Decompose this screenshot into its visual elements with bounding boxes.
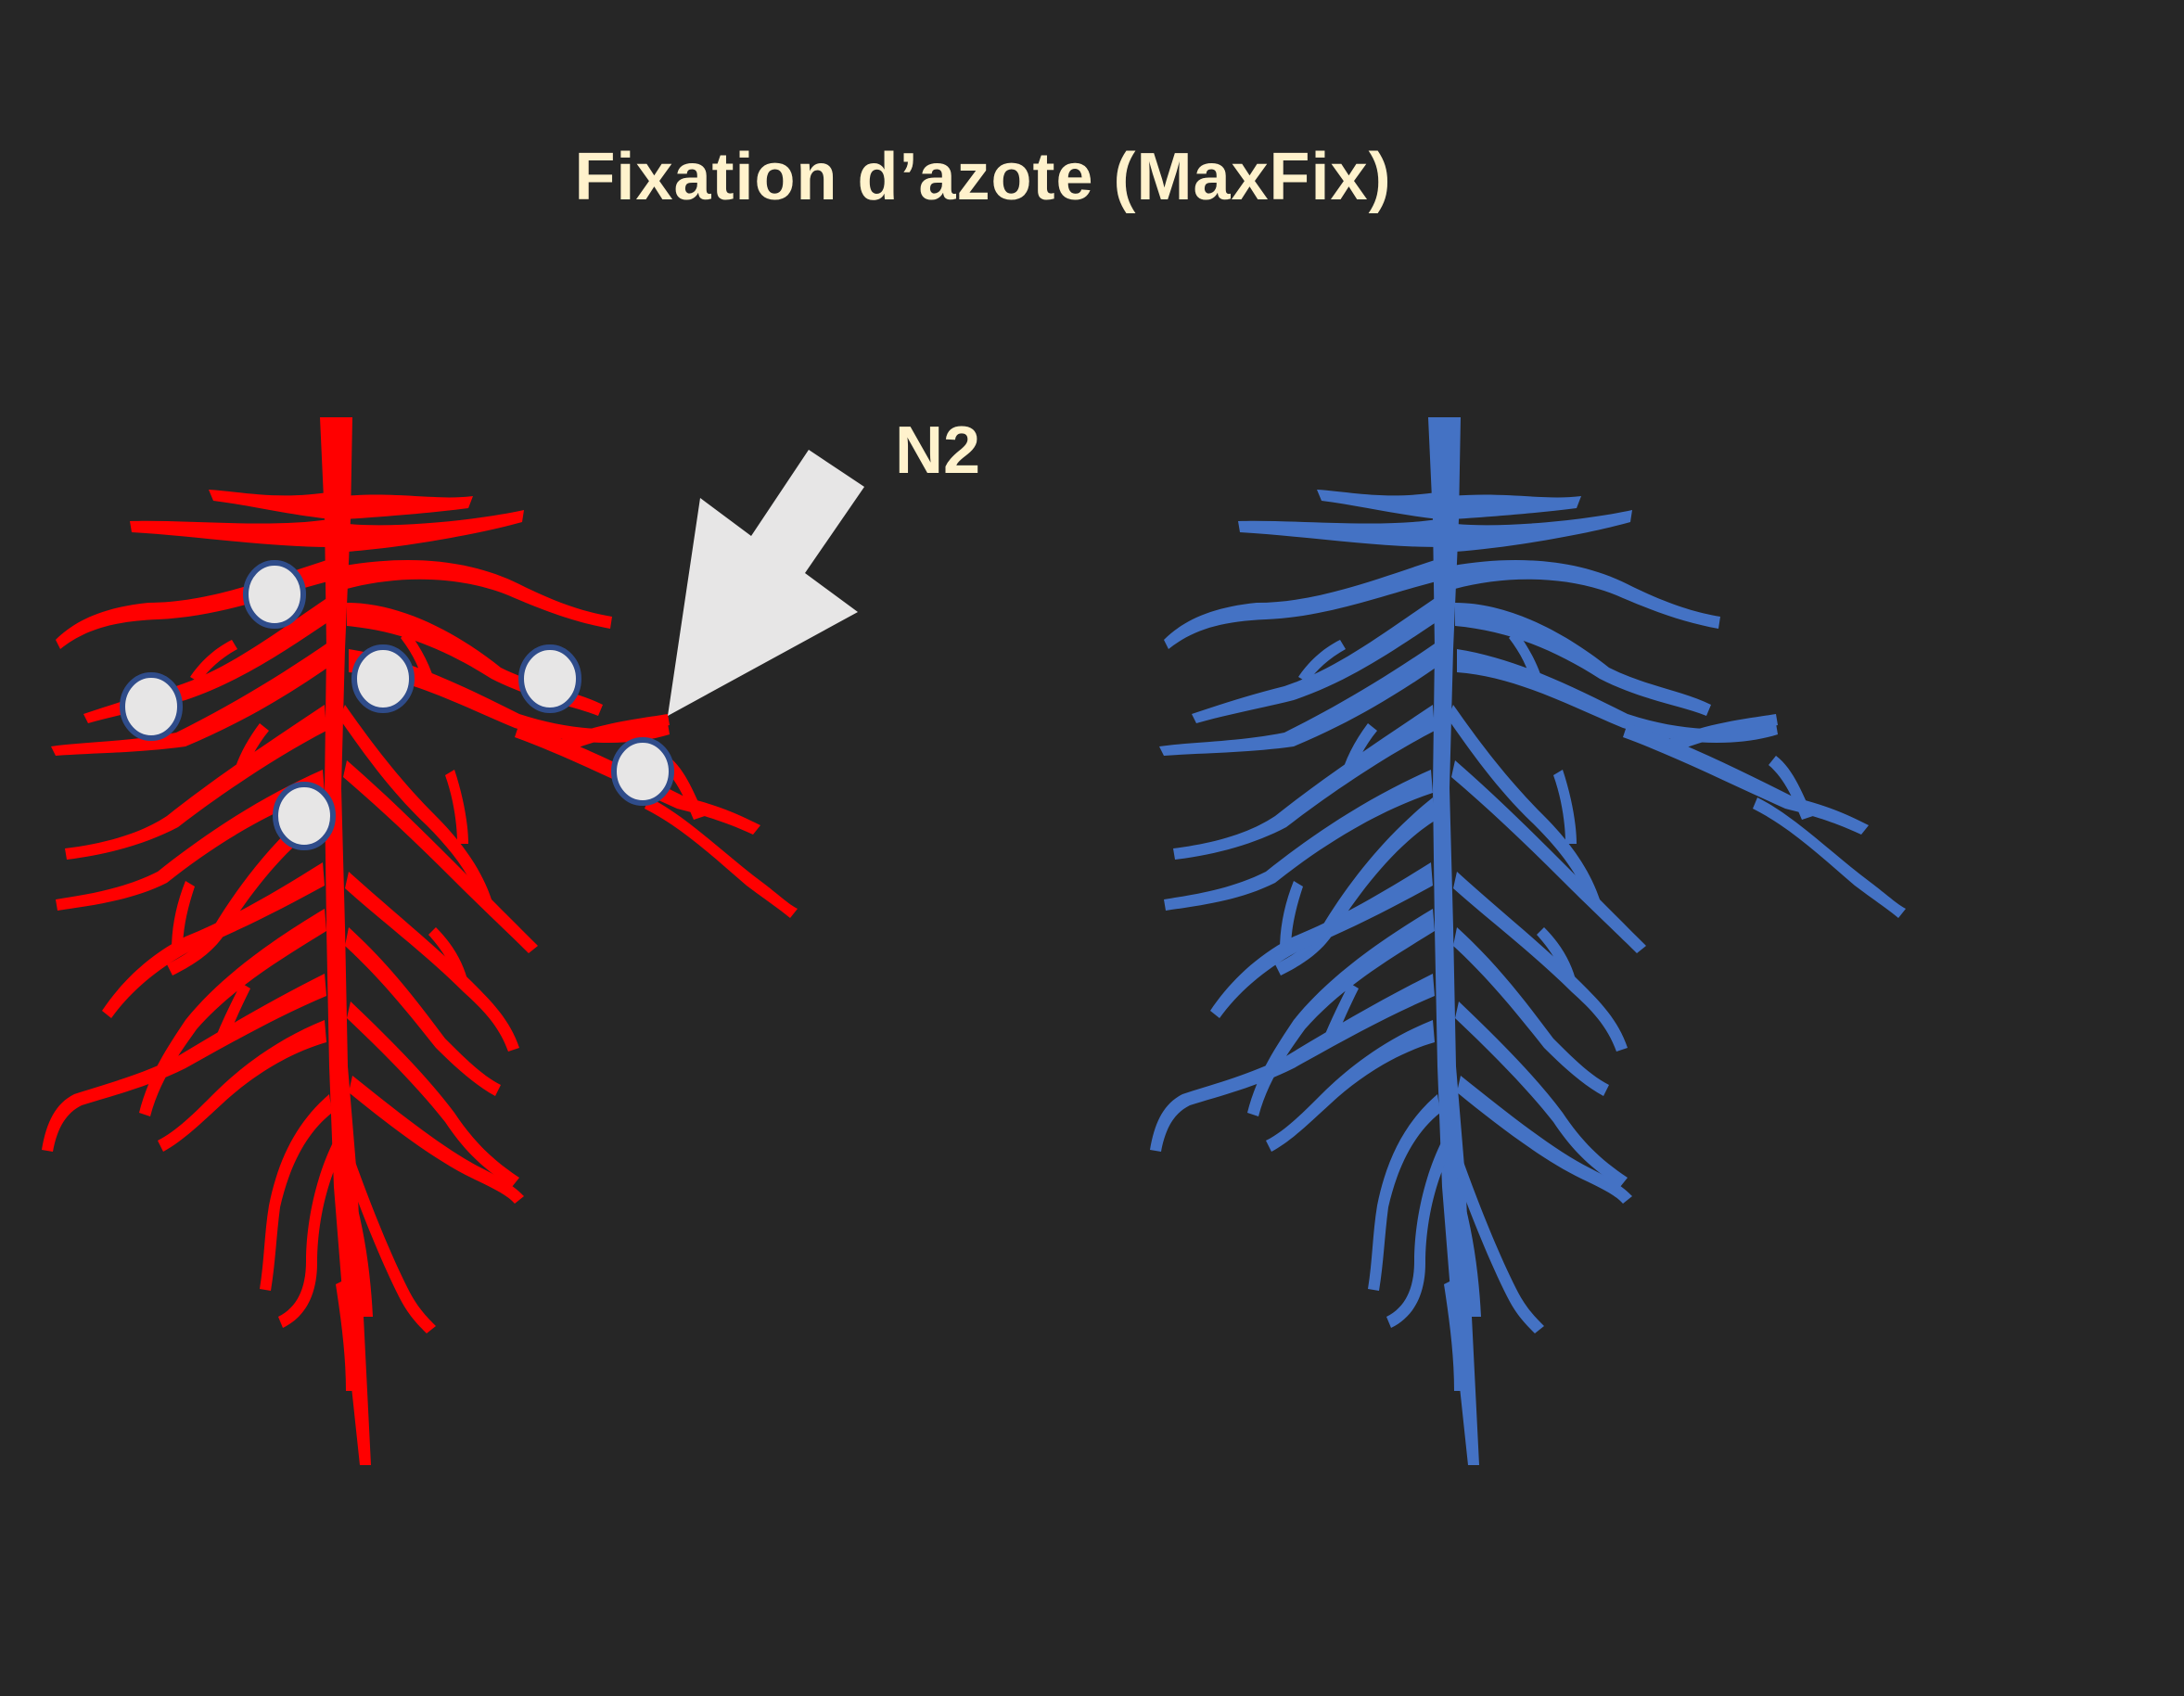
nodule (351, 644, 415, 713)
nodule (273, 782, 336, 850)
nodules-group (120, 560, 674, 850)
n2-label: N2 (895, 414, 981, 488)
arrow-down-left-icon (668, 450, 864, 716)
nodule (120, 672, 183, 741)
slide-title: Fixation d’azote (MaxFix) (574, 140, 1392, 214)
left-root-system (42, 417, 798, 1465)
nodule (243, 560, 306, 629)
right-root-system (1150, 417, 1906, 1465)
nodule (611, 737, 674, 806)
nodule (518, 644, 581, 713)
